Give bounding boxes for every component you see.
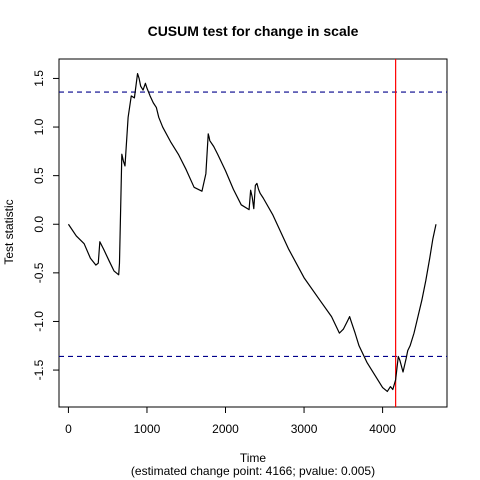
x-tick-label: 3000 <box>291 422 318 436</box>
chart-subtitle: (estimated change point: 4166; pvalue: 0… <box>131 464 375 478</box>
chart-title: CUSUM test for change in scale <box>148 23 359 39</box>
x-axis-label: Time <box>240 451 267 465</box>
x-tick-label: 1000 <box>134 422 161 436</box>
y-tick-label: 0.0 <box>32 216 46 233</box>
x-tick-label: 2000 <box>212 422 239 436</box>
x-tick-label: 4000 <box>369 422 396 436</box>
cusum-series-line <box>67 72 437 393</box>
y-tick-label: 0.5 <box>32 167 46 184</box>
y-tick-label: 1.0 <box>32 118 46 135</box>
x-tick-label: 0 <box>65 422 72 436</box>
y-tick-label: 1.5 <box>32 70 46 87</box>
plot-layer: 0 1000 2000 3000 4000 -1.5 -1.0 -0.5 0.0 0.5 1.0 1.… <box>32 58 448 436</box>
y-axis-label: Test statistic <box>2 199 16 264</box>
plot-frame <box>58 58 448 408</box>
y-tick-label: -0.5 <box>32 262 46 283</box>
y-tick-label: -1.0 <box>32 311 46 332</box>
y-tick-label: -1.5 <box>32 359 46 380</box>
